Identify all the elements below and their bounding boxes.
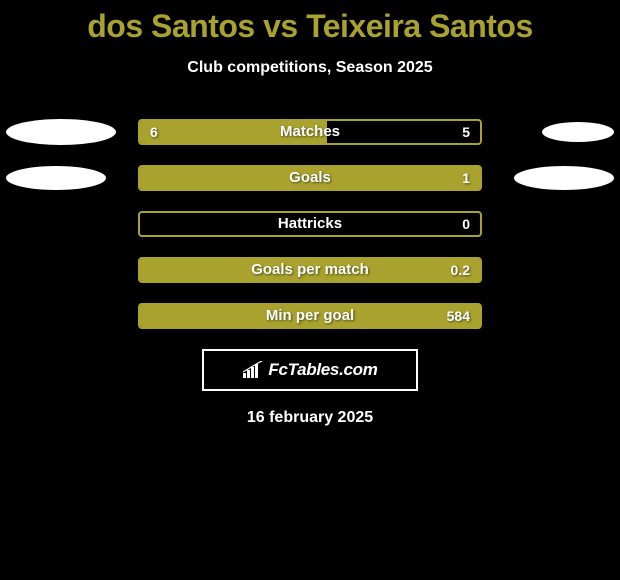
page-title: dos Santos vs Teixeira Santos — [0, 0, 620, 45]
comparison-infographic: dos Santos vs Teixeira Santos Club compe… — [0, 0, 620, 580]
stat-label: Min per goal — [138, 303, 482, 329]
brand-label: FcTables.com — [268, 360, 377, 380]
stat-label: Goals — [138, 165, 482, 191]
stat-label: Goals per match — [138, 257, 482, 283]
stat-label: Matches — [138, 119, 482, 145]
stats-block: 65Matches 1Goals 0Hattricks 0.2Goals per ma… — [0, 119, 620, 329]
player-photo-left — [6, 166, 106, 190]
stat-row: 584Min per goal — [0, 303, 620, 329]
stat-row: 0Hattricks — [0, 211, 620, 237]
subtitle: Club competitions, Season 2025 — [0, 59, 620, 77]
player-photo-right — [514, 166, 614, 190]
stat-row: 65Matches — [0, 119, 620, 145]
player-photo-right — [542, 122, 614, 142]
stat-label: Hattricks — [138, 211, 482, 237]
stat-row: 1Goals — [0, 165, 620, 191]
brand-box[interactable]: FcTables.com — [202, 349, 418, 391]
date-label: 16 february 2025 — [0, 409, 620, 427]
player-photo-left — [6, 119, 116, 145]
stat-row: 0.2Goals per match — [0, 257, 620, 283]
bar-chart-icon — [242, 361, 264, 379]
